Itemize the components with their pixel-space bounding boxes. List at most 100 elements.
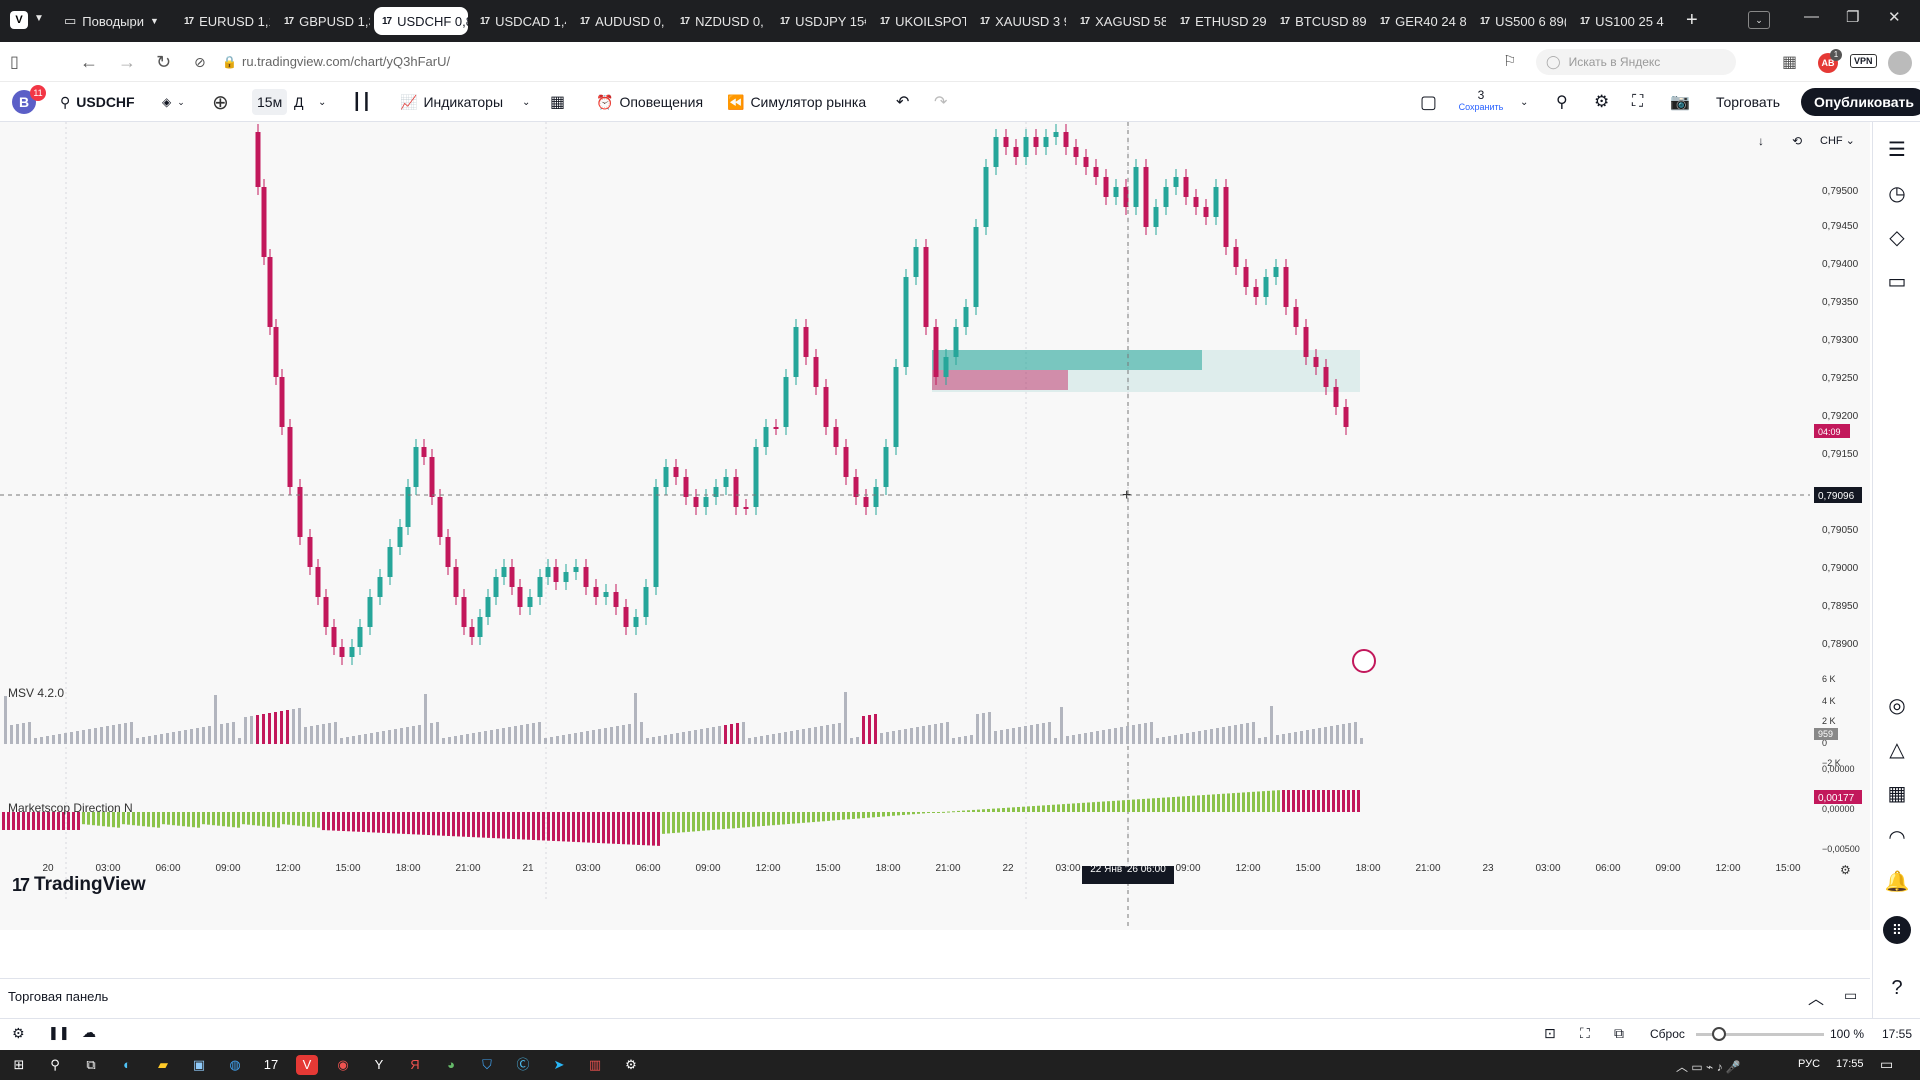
sync-icon[interactable]: ⟲ (1792, 134, 1803, 148)
browser-tab[interactable]: 17 GER40 24 83 (1372, 7, 1466, 35)
edge-icon[interactable]: ◐ (123, 1057, 131, 1072)
compare-icon[interactable]: ⊕ (212, 91, 229, 114)
settings-icon[interactable]: ⚙ (12, 1025, 25, 1041)
clock-icon[interactable]: ◷ (1888, 183, 1906, 205)
tray-icons[interactable]: ︿ ▭ ⌁ ♪ 🎤 (1676, 1060, 1741, 1074)
browser-tab[interactable]: 17 NZDUSD 0, (672, 7, 766, 35)
shield-icon[interactable]: ⊘ (194, 54, 206, 70)
calendar-icon[interactable]: ▦ (1887, 783, 1907, 805)
watchlist-icon[interactable]: ☰ (1888, 139, 1906, 161)
maximize-icon[interactable]: ▭ (1844, 987, 1858, 1003)
close-icon[interactable]: ✕ (1888, 9, 1901, 26)
flag-dropdown[interactable]: ◈ ⌄ (162, 82, 185, 122)
url-field[interactable]: ru.tradingview.com/chart/yQ3hFarU/ (242, 54, 451, 69)
app-gear-icon[interactable]: ⚙ (625, 1057, 637, 1072)
outlook-icon[interactable]: ◍ (229, 1057, 241, 1072)
notifications-icon[interactable]: ▭ (1880, 1056, 1894, 1072)
indicators-chevron-icon[interactable]: ⌄ (522, 96, 531, 108)
reload-icon[interactable]: ↻ (156, 52, 172, 72)
yandex-search-input[interactable]: ◯ Искать в Яндекс (1536, 49, 1736, 75)
reset-zoom-button[interactable]: Сброс (1650, 1027, 1685, 1041)
apps-grid-icon[interactable]: ⠿ (1883, 916, 1911, 944)
pyramid-icon[interactable]: △ (1889, 739, 1905, 761)
layout-icon[interactable]: ▢ (1420, 91, 1438, 112)
zoom-slider-knob[interactable] (1712, 1027, 1726, 1041)
bell-icon[interactable]: 🔔 (1884, 871, 1910, 893)
bookmark-icon[interactable]: ⚐ (1503, 53, 1517, 70)
app-chart-icon[interactable]: ▥ (588, 1057, 602, 1072)
tradingview-logo[interactable]: 17 TradingView (12, 874, 146, 896)
chart-canvas[interactable]: 0,79500 0,79450 0,79400 0,79350 0,79300 0,792… (0, 122, 1870, 930)
interval-button[interactable]: 15м (252, 89, 288, 115)
browser-tab[interactable]: 17 UKOILSPOT (872, 7, 966, 35)
candles-icon[interactable]: ┃┃ (352, 94, 372, 111)
task-view-icon[interactable]: ⧉ (86, 1057, 96, 1072)
taskbar-clock[interactable]: 17:55 (1836, 1058, 1864, 1070)
fullscreen-icon[interactable]: ⛶ (1632, 93, 1644, 110)
zoom-slider[interactable] (1696, 1027, 1824, 1041)
chevron-up-icon[interactable]: ︿ (1808, 991, 1825, 1008)
tab-list-icon[interactable]: ⌄ (1748, 11, 1770, 29)
browser-tab[interactable]: 17 ETHUSD 29 (1172, 7, 1266, 35)
camera-icon[interactable]: 📷 (1670, 94, 1690, 111)
pause-icon[interactable]: ❚❚ (48, 1025, 70, 1040)
yandex-browser-icon[interactable]: Я (410, 1057, 420, 1072)
chat-icon[interactable]: ▭ (1887, 271, 1907, 293)
chart-area[interactable]: 0,79500 0,79450 0,79400 0,79350 0,79300 0,792… (0, 122, 1870, 930)
expand-icon[interactable]: ⛶ (1580, 1025, 1590, 1041)
trading-panel[interactable]: Торговая панель ︿ ▭ (0, 978, 1870, 1014)
redo-icon[interactable]: ↷ (934, 94, 948, 111)
target-icon[interactable]: ◎ (1888, 695, 1906, 717)
interval-daily-button[interactable]: Д (294, 94, 304, 110)
chrome-icon[interactable]: ◕ (447, 1057, 455, 1072)
vpn-button[interactable]: VPN (1850, 54, 1877, 68)
quick-search-icon[interactable]: ⚲ (1556, 94, 1568, 111)
save-chevron-icon[interactable]: ⌄ (1520, 96, 1529, 108)
app-c-icon[interactable]: Ⓒ (516, 1057, 530, 1072)
browser-tab[interactable]: 17 XAGUSD 58 (1072, 7, 1166, 35)
chevron-down-icon[interactable]: ▼ (34, 13, 44, 24)
undo-icon[interactable]: ↶ (896, 94, 910, 111)
sidebar-toggle-icon[interactable]: ▯ (10, 54, 19, 71)
back-icon[interactable]: ← (80, 52, 98, 72)
browser-tab[interactable]: 17 USDJPY 15€ (772, 7, 866, 35)
currency-selector[interactable]: CHF ⌄ (1820, 134, 1855, 147)
help-icon[interactable]: ? (1891, 977, 1903, 999)
download-icon[interactable]: ↓ (1758, 134, 1764, 148)
profile-tab-group[interactable]: ▭ Поводыри ▼ (56, 7, 168, 35)
symbol-search-button[interactable]: ⚲ USDCHF (60, 82, 135, 122)
gift-icon[interactable]: ▦ (1782, 54, 1798, 71)
vivaldi-icon[interactable]: V (296, 1055, 318, 1075)
alerts-button[interactable]: ⏰ Оповещения (596, 82, 703, 122)
windows-start-icon[interactable]: ⊞ (13, 1057, 25, 1072)
language-indicator[interactable]: РУС (1798, 1058, 1821, 1070)
forward-icon[interactable]: → (118, 52, 136, 72)
publish-button[interactable]: Опубликовать (1801, 88, 1920, 116)
templates-icon[interactable]: ▦ (550, 94, 566, 111)
tradingview-app-icon[interactable]: 17 (263, 1057, 279, 1072)
yandex-icon[interactable]: Y (374, 1057, 384, 1072)
cloud-icon[interactable]: ☁ (82, 1024, 96, 1040)
copy-icon[interactable]: ⧉ (1614, 1025, 1624, 1041)
search-icon[interactable]: ⚲ (50, 1057, 60, 1072)
interval-chevron-icon[interactable]: ⌄ (318, 96, 327, 108)
browser-tab[interactable]: 17 AUDUSD 0, (572, 7, 666, 35)
layers-icon[interactable]: ◇ (1889, 227, 1905, 249)
browser-tab[interactable]: 17 XAUUSD 3 9 (972, 7, 1066, 35)
browser-tab[interactable]: 17 GBPUSD 1,3 (276, 7, 370, 35)
broadcast-icon[interactable]: ◠ (1888, 827, 1906, 849)
opera-icon[interactable]: ◉ (337, 1057, 349, 1072)
minimize-icon[interactable]: — (1804, 8, 1819, 25)
browser-tab[interactable]: 17 USDCHF 0,8 (374, 7, 468, 35)
new-tab-icon[interactable]: + (1686, 9, 1698, 31)
browser-tab[interactable]: 17 US100 25 4 (1572, 7, 1666, 35)
indicators-button[interactable]: 📈 Индикаторы (400, 82, 503, 122)
shield-app-icon[interactable]: ⛉ (482, 1057, 492, 1072)
browser-tab[interactable]: 17 BTCUSD 89 (1272, 7, 1366, 35)
save-button[interactable]: 3 Сохранить (1456, 88, 1506, 112)
direction-indicator-label[interactable]: Marketscop Direction N (8, 801, 133, 815)
browser-tab[interactable]: 17 EURUSD 1,1 (176, 7, 270, 35)
trade-button[interactable]: Торговать (1716, 94, 1781, 110)
store-icon[interactable]: ▣ (192, 1057, 206, 1072)
browser-tab[interactable]: 17 US500 6 89( (1472, 7, 1566, 35)
